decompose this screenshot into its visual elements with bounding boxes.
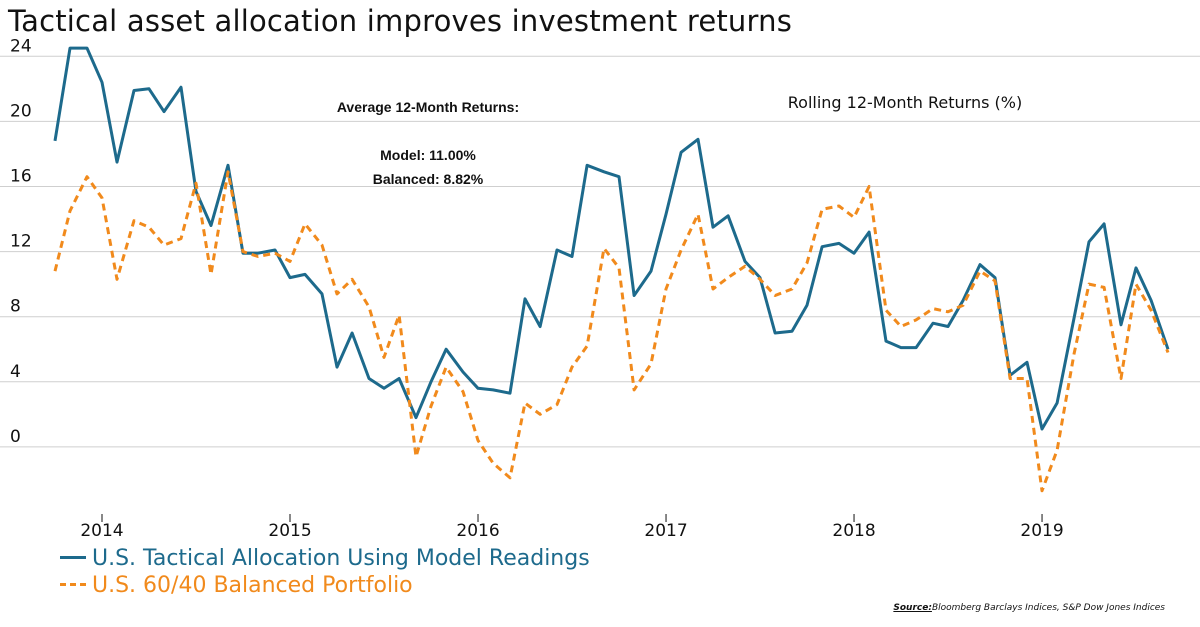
y-tick-label: 0	[10, 427, 21, 447]
y-axis-ticks: 0 4 8 12 16 20 24	[10, 36, 32, 447]
legend-label-balanced: U.S. 60/40 Balanced Portfolio	[92, 573, 413, 598]
chart-subtitle: Rolling 12-Month Returns (%)	[788, 93, 1022, 112]
y-tick-label: 20	[10, 101, 32, 121]
source-note: Source:Bloomberg Barclays Indices, S&P D…	[893, 603, 1165, 613]
series-balanced-line	[53, 170, 1170, 493]
x-tick-label: 2019	[1020, 521, 1063, 541]
y-tick-label: 8	[10, 297, 21, 317]
legend-label-model: U.S. Tactical Allocation Using Model Rea…	[92, 546, 590, 571]
annotation-model-average: Model: 11.00%	[380, 147, 476, 163]
annotation-heading: Average 12-Month Returns:	[337, 99, 519, 115]
x-axis-ticks: 2014 2015 2016 2017 2018 2019	[80, 514, 1064, 541]
legend-item-model: U.S. Tactical Allocation Using Model Rea…	[60, 546, 590, 571]
source-label: Source:	[893, 603, 932, 613]
x-tick-label: 2015	[268, 521, 311, 541]
x-tick-label: 2018	[832, 521, 875, 541]
gridlines	[0, 55, 1200, 448]
y-tick-label: 4	[10, 362, 21, 382]
legend-item-balanced: U.S. 60/40 Balanced Portfolio	[60, 573, 413, 598]
x-tick-label: 2017	[644, 521, 687, 541]
page-title: Tactical asset allocation improves inves…	[8, 4, 793, 38]
legend-solid-swatch	[60, 555, 86, 559]
annotations: Average 12-Month Returns: Model: 11.00% …	[337, 93, 1022, 187]
source-text: Bloomberg Barclays Indices, S&P Dow Jone…	[931, 603, 1165, 613]
series-lines	[53, 46, 1170, 493]
x-tick-label: 2016	[456, 521, 499, 541]
x-tick-label: 2014	[80, 521, 123, 541]
y-tick-label: 16	[10, 166, 32, 186]
y-tick-label: 24	[10, 36, 32, 56]
y-tick-label: 12	[10, 232, 32, 252]
legend-dashed-swatch	[60, 582, 86, 586]
annotation-balanced-average: Balanced: 8.82%	[373, 171, 484, 187]
